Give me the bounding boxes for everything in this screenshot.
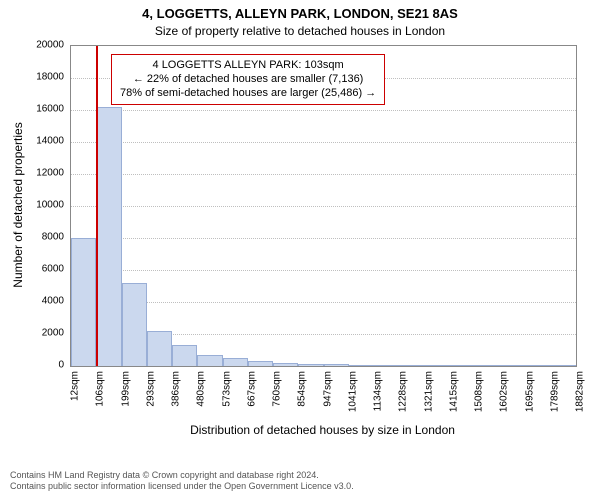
- info-line-1: 4 LOGGETTS ALLEYN PARK: 103sqm: [120, 59, 376, 73]
- x-tick-label: 1041sqm: [347, 371, 358, 426]
- y-tick-label: 20000: [0, 40, 64, 51]
- histogram-bar: [96, 107, 121, 366]
- y-tick-label: 6000: [0, 264, 64, 275]
- histogram-bar: [71, 238, 96, 366]
- gridline: [71, 238, 576, 239]
- x-tick-label: 293sqm: [145, 371, 156, 426]
- histogram-bar: [551, 365, 576, 366]
- y-tick-label: 8000: [0, 232, 64, 243]
- histogram-bar: [298, 364, 323, 366]
- x-tick-label: 106sqm: [95, 371, 106, 426]
- histogram-bar: [526, 365, 551, 366]
- histogram-bar: [197, 355, 222, 366]
- footer-line-1: Contains HM Land Registry data © Crown c…: [10, 470, 354, 481]
- x-tick-label: 573sqm: [221, 371, 232, 426]
- gridline: [71, 110, 576, 111]
- x-tick-label: 854sqm: [297, 371, 308, 426]
- footer-attribution: Contains HM Land Registry data © Crown c…: [10, 470, 354, 492]
- histogram-bar: [147, 331, 172, 366]
- x-tick-label: 199sqm: [120, 371, 131, 426]
- histogram-bar: [450, 365, 475, 366]
- x-tick-label: 1321sqm: [423, 371, 434, 426]
- y-tick-label: 18000: [0, 72, 64, 83]
- y-tick-label: 0: [0, 360, 64, 371]
- x-tick-label: 760sqm: [272, 371, 283, 426]
- x-tick-label: 1134sqm: [373, 371, 384, 426]
- footer-line-2: Contains public sector information licen…: [10, 481, 354, 492]
- x-tick-label: 1602sqm: [499, 371, 510, 426]
- x-tick-label: 480sqm: [196, 371, 207, 426]
- chart-container: 4, LOGGETTS, ALLEYN PARK, LONDON, SE21 8…: [0, 0, 600, 500]
- x-axis-label: Distribution of detached houses by size …: [70, 423, 575, 437]
- histogram-bar: [399, 365, 424, 366]
- reference-marker-line: [96, 46, 98, 366]
- info-box: 4 LOGGETTS ALLEYN PARK: 103sqm ← 22% of …: [111, 54, 385, 105]
- y-tick-label: 2000: [0, 328, 64, 339]
- x-tick-label: 1508sqm: [474, 371, 485, 426]
- x-tick-label: 1228sqm: [398, 371, 409, 426]
- x-tick-label: 1882sqm: [575, 371, 586, 426]
- histogram-bar: [374, 365, 399, 366]
- histogram-bar: [223, 358, 248, 366]
- gridline: [71, 142, 576, 143]
- x-tick-label: 386sqm: [171, 371, 182, 426]
- x-tick-label: 1415sqm: [448, 371, 459, 426]
- histogram-bar: [500, 365, 525, 366]
- histogram-bar: [425, 365, 450, 366]
- histogram-bar: [475, 365, 500, 366]
- gridline: [71, 174, 576, 175]
- gridline: [71, 270, 576, 271]
- info-line-3: 78% of semi-detached houses are larger (…: [120, 87, 376, 101]
- y-tick-label: 16000: [0, 104, 64, 115]
- histogram-bar: [273, 363, 298, 366]
- histogram-bar: [122, 283, 147, 366]
- x-tick-label: 12sqm: [70, 371, 81, 426]
- gridline: [71, 302, 576, 303]
- histogram-bar: [349, 365, 374, 366]
- histogram-bar: [248, 361, 273, 366]
- x-tick-label: 1789sqm: [549, 371, 560, 426]
- histogram-bar: [172, 345, 197, 366]
- y-tick-label: 4000: [0, 296, 64, 307]
- x-tick-label: 667sqm: [246, 371, 257, 426]
- plot-area: 4 LOGGETTS ALLEYN PARK: 103sqm ← 22% of …: [70, 45, 577, 367]
- chart-subtitle: Size of property relative to detached ho…: [0, 24, 600, 38]
- y-tick-label: 14000: [0, 136, 64, 147]
- info-line-2: ← 22% of detached houses are smaller (7,…: [120, 73, 376, 87]
- chart-title: 4, LOGGETTS, ALLEYN PARK, LONDON, SE21 8…: [0, 6, 600, 21]
- x-tick-label: 1695sqm: [524, 371, 535, 426]
- histogram-bar: [324, 364, 349, 366]
- x-tick-label: 947sqm: [322, 371, 333, 426]
- y-tick-label: 10000: [0, 200, 64, 211]
- gridline: [71, 206, 576, 207]
- y-tick-label: 12000: [0, 168, 64, 179]
